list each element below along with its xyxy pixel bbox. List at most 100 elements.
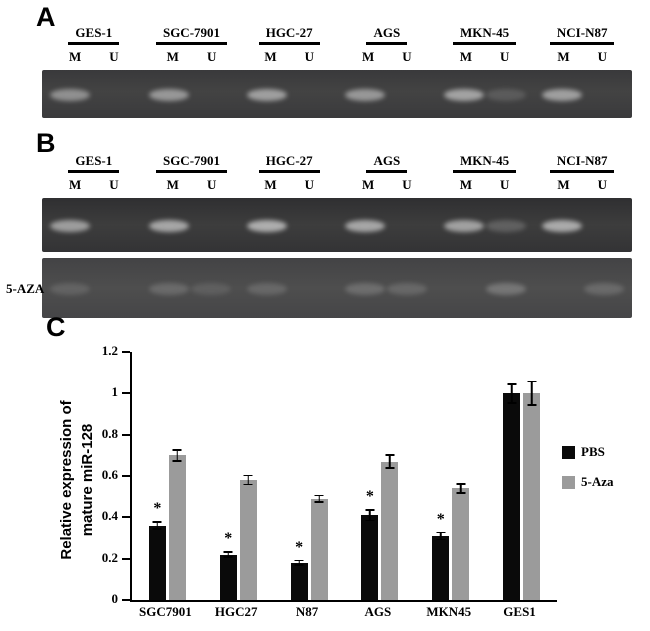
error-bar [436, 531, 446, 541]
bar-5-aza [239, 474, 257, 600]
cell-line-name: GES-1 [68, 153, 120, 173]
error-bar-line [318, 494, 320, 503]
legend-row: 5-Aza [562, 474, 614, 490]
y-axis-tick-label: 0.6 [101, 467, 118, 482]
x-axis-category-label: MKN45 [426, 604, 472, 619]
error-bar-line [227, 551, 229, 558]
y-axis-tick [122, 557, 130, 560]
legend-label: PBS [581, 444, 605, 459]
error-bar [314, 494, 324, 504]
error-bar-line [530, 380, 533, 406]
treatment-label-5aza: 5-AZA [6, 281, 45, 296]
bar-chart-plot-area: 0 0.2 0.4 0.6 0.8 1 1.2 * * * * * [102, 343, 557, 606]
bar-pbs: * [361, 489, 379, 600]
legend-label: 5-Aza [581, 474, 614, 489]
lane-label: M [557, 49, 570, 64]
x-axis-labels: SGC7901 HGC27 N87 AGS MKN45 GES1 [130, 604, 555, 620]
legend-swatch-pbs [562, 445, 575, 459]
lane-label: U [206, 49, 217, 64]
cell-line-name: GES-1 [68, 25, 120, 45]
cell-line-column: AGS M U [338, 152, 436, 193]
lane-label: U [109, 49, 119, 64]
cell-line-name: SGC-7901 [155, 25, 228, 45]
lane-label: M [69, 177, 82, 192]
lane-label: M [459, 49, 472, 64]
cell-line-column: MKN-45 M U [436, 152, 534, 193]
panel-b-cell-line-headers: GES-1 M U SGC-7901 M U HGC-27 M U AGS M U MKN-45 M U NC… [45, 152, 631, 193]
lane-label: U [402, 49, 412, 64]
x-axis-category-label: GES1 [503, 604, 536, 619]
error-bar-line [459, 483, 462, 494]
y-axis-tick [122, 351, 130, 353]
lane-label: U [402, 177, 412, 192]
cell-line-column: NCI-N87 M U [533, 152, 631, 193]
bar-group [486, 352, 557, 600]
cell-line-name: AGS [366, 25, 408, 45]
error-bar-line [389, 454, 391, 469]
lane-label: U [499, 177, 510, 192]
significance-asterisk: * [365, 488, 374, 506]
gel-band [50, 283, 91, 296]
bar-5-aza [523, 380, 541, 600]
cell-line-name: MKN-45 [452, 25, 517, 45]
gel-band [485, 88, 526, 101]
significance-asterisk: * [224, 530, 233, 548]
y-axis-tick-label: 0.8 [101, 425, 118, 441]
error-bar [527, 380, 537, 406]
gel-band [148, 220, 189, 233]
gel-band [190, 283, 231, 296]
bar-pbs [503, 383, 521, 600]
panel-b-gel-image-5aza [42, 258, 632, 318]
bar-group: * [132, 352, 203, 600]
lane-label: M [264, 177, 277, 192]
bar-group: * [203, 352, 274, 600]
y-axis-tick-label: 0.4 [101, 508, 118, 524]
error-bar-line [298, 559, 300, 566]
gel-band [345, 220, 386, 233]
gel-band [345, 88, 386, 101]
bar-group: * [274, 352, 345, 600]
panel-b-label: B [36, 128, 56, 158]
x-axis-category-label: N87 [295, 604, 319, 619]
cell-line-name: NCI-N87 [549, 153, 615, 173]
error-bar-line [247, 474, 249, 486]
gel-band [246, 88, 287, 101]
cell-line-name: NCI-N87 [549, 25, 615, 45]
x-axis-category-label: SGC7901 [139, 604, 192, 619]
y-axis-tick [122, 392, 130, 395]
error-bar [223, 551, 233, 558]
y-axis-tick-label: 0.2 [101, 549, 118, 565]
cell-line-name: HGC-27 [258, 25, 320, 45]
lane-label: M [362, 177, 375, 192]
cell-line-column: SGC-7901 M U [143, 152, 241, 193]
lane-label: M [459, 177, 472, 192]
gel-band [50, 220, 91, 233]
gel-band [583, 283, 624, 296]
error-bar [385, 454, 395, 470]
significance-asterisk: * [436, 510, 445, 528]
gel-band [443, 220, 484, 233]
cell-line-column: AGS M U [338, 24, 436, 65]
bar-5-aza [452, 483, 470, 600]
error-bar [507, 383, 517, 404]
lane-label: U [597, 49, 608, 64]
bar-group: * [344, 352, 415, 600]
lane-label: M [69, 49, 82, 64]
gel-band [345, 283, 386, 296]
x-axis-category-label: AGS [364, 604, 392, 619]
cell-line-name: AGS [366, 153, 408, 173]
cell-line-column: SGC-7901 M U [143, 24, 241, 65]
y-axis-tick [122, 599, 130, 601]
y-axis-tick-label: 1.2 [101, 343, 118, 358]
bar-5-aza [168, 449, 186, 600]
panel-a-gel-image [42, 70, 632, 118]
